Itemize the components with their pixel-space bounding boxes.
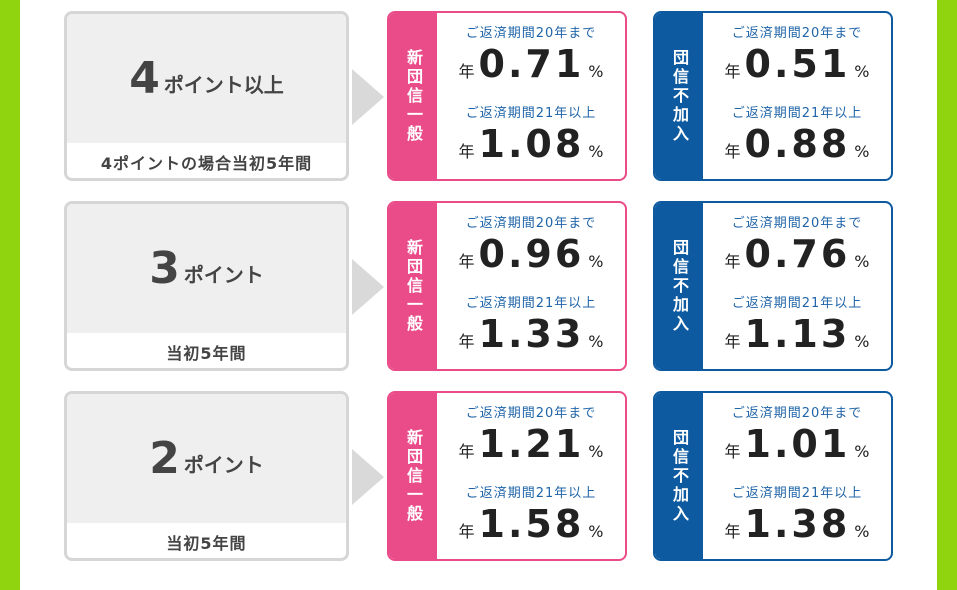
- left-green-border: [0, 0, 20, 590]
- points-number: 2: [149, 432, 180, 484]
- percent-sign: %: [854, 252, 870, 271]
- shindan-ippan-label: 新団信一般: [389, 203, 437, 369]
- term-label-20: ご返済期間20年まで: [465, 26, 597, 41]
- term-label-21: ご返済期間21年以上: [731, 486, 863, 501]
- rate-value: 0.76: [744, 232, 851, 276]
- rate-20-years: ご返済期間20年まで 年 1.01 %: [703, 405, 891, 485]
- dantai-fukanyu-rate-box: 団信不加入 ご返済期間20年まで 年 0.76 % ご返済期間21年以上 年 1…: [653, 201, 893, 371]
- rate-20-years: ご返済期間20年まで 年 0.51 %: [703, 25, 891, 105]
- points-header: 2 ポイント: [67, 394, 346, 523]
- points-label: ポイント以上: [163, 72, 284, 97]
- rate-value: 1.21: [478, 422, 585, 466]
- rate-20-years: ご返済期間20年まで 年 0.71 %: [437, 25, 625, 105]
- rate-21-years: ご返済期間21年以上 年 1.38 %: [703, 485, 891, 559]
- term-label-21: ご返済期間21年以上: [731, 106, 863, 121]
- term-label-20: ご返済期間20年まで: [731, 406, 863, 421]
- term-label-20: ご返済期間20年まで: [731, 26, 863, 41]
- percent-sign: %: [854, 442, 870, 461]
- rate-row-3-points: 3 ポイント 当初5年間 新団信一般 ご返済期間20年まで 年 0.96 % ご…: [64, 201, 894, 371]
- year-prefix: 年: [458, 442, 475, 461]
- rate-value: 1.13: [744, 312, 851, 356]
- shindan-ippan-rate-box: 新団信一般 ご返済期間20年まで 年 0.71 % ご返済期間21年以上 年 1…: [387, 11, 627, 181]
- rate-value: 1.38: [744, 502, 851, 546]
- arrow-right-icon: [352, 449, 384, 505]
- year-prefix: 年: [724, 332, 741, 351]
- points-number: 4: [129, 52, 160, 104]
- period-note: 当初5年間: [166, 344, 247, 363]
- rate-value: 1.08: [478, 122, 585, 166]
- year-prefix: 年: [724, 442, 741, 461]
- period-note: 当初5年間: [166, 534, 247, 553]
- term-label-20: ご返済期間20年まで: [465, 216, 597, 231]
- percent-sign: %: [854, 62, 870, 81]
- rate-value: 0.96: [478, 232, 585, 276]
- rate-21-years: ご返済期間21年以上 年 0.88 %: [703, 105, 891, 179]
- rate-20-years: ご返済期間20年まで 年 1.21 %: [437, 405, 625, 485]
- dantai-fukanyu-label: 団信不加入: [655, 203, 703, 369]
- points-box: 4 ポイント以上 4ポイントの場合当初5年間: [64, 11, 349, 181]
- year-prefix: 年: [724, 62, 741, 81]
- rate-value: 0.88: [744, 122, 851, 166]
- percent-sign: %: [588, 522, 604, 541]
- rate-value: 0.71: [478, 42, 585, 86]
- year-prefix: 年: [724, 142, 741, 161]
- rate-21-years: ご返済期間21年以上 年 1.13 %: [703, 295, 891, 369]
- dantai-fukanyu-label: 団信不加入: [655, 13, 703, 179]
- percent-sign: %: [588, 252, 604, 271]
- points-box: 2 ポイント 当初5年間: [64, 391, 349, 561]
- year-prefix: 年: [458, 252, 475, 271]
- points-label: ポイント: [183, 452, 264, 477]
- right-green-border: [937, 0, 957, 590]
- rate-20-years: ご返済期間20年まで 年 0.76 %: [703, 215, 891, 295]
- rate-21-years: ご返済期間21年以上 年 1.58 %: [437, 485, 625, 559]
- year-prefix: 年: [458, 142, 475, 161]
- rate-value: 1.33: [478, 312, 585, 356]
- percent-sign: %: [854, 522, 870, 541]
- percent-sign: %: [588, 442, 604, 461]
- rate-20-years: ご返済期間20年まで 年 0.96 %: [437, 215, 625, 295]
- percent-sign: %: [588, 142, 604, 161]
- rate-21-years: ご返済期間21年以上 年 1.08 %: [437, 105, 625, 179]
- arrow-right-icon: [352, 259, 384, 315]
- percent-sign: %: [588, 332, 604, 351]
- rate-value: 0.51: [744, 42, 851, 86]
- points-label: ポイント: [183, 262, 264, 287]
- period-note: 4ポイントの場合当初5年間: [100, 154, 313, 173]
- term-label-21: ご返済期間21年以上: [465, 106, 597, 121]
- year-prefix: 年: [724, 522, 741, 541]
- rate-row-4-points: 4 ポイント以上 4ポイントの場合当初5年間 新団信一般 ご返済期間20年まで …: [64, 11, 894, 181]
- dantai-fukanyu-rate-box: 団信不加入 ご返済期間20年まで 年 0.51 % ご返済期間21年以上 年 0…: [653, 11, 893, 181]
- dantai-fukanyu-label: 団信不加入: [655, 393, 703, 559]
- rate-row-2-points: 2 ポイント 当初5年間 新団信一般 ご返済期間20年まで 年 1.21 % ご…: [64, 391, 894, 561]
- term-label-21: ご返済期間21年以上: [731, 296, 863, 311]
- term-label-21: ご返済期間21年以上: [465, 486, 597, 501]
- percent-sign: %: [588, 62, 604, 81]
- shindan-ippan-label: 新団信一般: [389, 393, 437, 559]
- rate-value: 1.01: [744, 422, 851, 466]
- rate-21-years: ご返済期間21年以上 年 1.33 %: [437, 295, 625, 369]
- year-prefix: 年: [724, 252, 741, 271]
- shindan-ippan-rate-box: 新団信一般 ご返済期間20年まで 年 1.21 % ご返済期間21年以上 年 1…: [387, 391, 627, 561]
- year-prefix: 年: [458, 522, 475, 541]
- rate-value: 1.58: [478, 502, 585, 546]
- term-label-20: ご返済期間20年まで: [465, 406, 597, 421]
- arrow-right-icon: [352, 69, 384, 125]
- shindan-ippan-label: 新団信一般: [389, 13, 437, 179]
- term-label-21: ご返済期間21年以上: [465, 296, 597, 311]
- shindan-ippan-rate-box: 新団信一般 ご返済期間20年まで 年 0.96 % ご返済期間21年以上 年 1…: [387, 201, 627, 371]
- term-label-20: ご返済期間20年まで: [731, 216, 863, 231]
- dantai-fukanyu-rate-box: 団信不加入 ご返済期間20年まで 年 1.01 % ご返済期間21年以上 年 1…: [653, 391, 893, 561]
- points-header: 4 ポイント以上: [67, 14, 346, 143]
- points-header: 3 ポイント: [67, 204, 346, 333]
- percent-sign: %: [854, 142, 870, 161]
- year-prefix: 年: [458, 62, 475, 81]
- points-number: 3: [149, 242, 180, 294]
- year-prefix: 年: [458, 332, 475, 351]
- points-box: 3 ポイント 当初5年間: [64, 201, 349, 371]
- percent-sign: %: [854, 332, 870, 351]
